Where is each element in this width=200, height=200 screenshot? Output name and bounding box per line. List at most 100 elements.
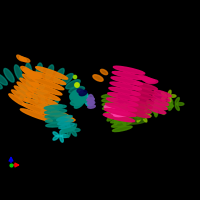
Ellipse shape [72,91,79,97]
Ellipse shape [36,63,42,79]
Ellipse shape [152,102,157,108]
Ellipse shape [78,98,86,102]
Ellipse shape [125,107,133,113]
Ellipse shape [114,112,130,117]
Ellipse shape [125,115,133,121]
Ellipse shape [123,108,132,112]
Ellipse shape [53,104,63,108]
Ellipse shape [104,106,120,110]
Ellipse shape [41,106,48,113]
Ellipse shape [37,93,45,99]
Ellipse shape [100,69,108,75]
Ellipse shape [121,103,126,112]
Ellipse shape [155,104,162,108]
Ellipse shape [74,90,81,97]
Ellipse shape [87,98,94,101]
Ellipse shape [164,103,171,105]
Ellipse shape [153,94,170,101]
Ellipse shape [77,93,87,101]
Ellipse shape [23,74,39,86]
Ellipse shape [133,115,140,117]
Ellipse shape [166,104,173,108]
Ellipse shape [14,65,22,80]
Ellipse shape [12,90,28,102]
Ellipse shape [37,85,45,91]
Ellipse shape [61,126,68,131]
Ellipse shape [149,107,166,114]
Ellipse shape [82,93,89,99]
Ellipse shape [19,56,27,62]
Ellipse shape [28,88,60,100]
Ellipse shape [159,102,165,108]
Ellipse shape [175,98,179,104]
Ellipse shape [175,104,179,110]
Ellipse shape [71,124,77,130]
Ellipse shape [112,122,131,127]
Ellipse shape [121,116,126,125]
Ellipse shape [86,100,92,106]
Ellipse shape [38,90,48,94]
Ellipse shape [78,98,89,102]
Ellipse shape [128,116,145,120]
Ellipse shape [74,101,84,108]
Ellipse shape [139,110,145,117]
Ellipse shape [60,135,63,142]
Ellipse shape [20,78,36,90]
Ellipse shape [23,69,34,75]
Ellipse shape [168,90,171,96]
Ellipse shape [152,108,157,114]
Ellipse shape [26,93,31,103]
Ellipse shape [84,96,89,103]
Ellipse shape [61,74,73,85]
Ellipse shape [26,93,58,105]
Ellipse shape [93,75,103,81]
Ellipse shape [147,108,150,116]
Ellipse shape [150,103,167,110]
Ellipse shape [110,113,129,119]
Ellipse shape [70,96,79,104]
Ellipse shape [108,113,122,118]
Ellipse shape [109,109,128,114]
Ellipse shape [70,93,86,99]
Ellipse shape [140,108,149,112]
Ellipse shape [107,110,121,114]
Ellipse shape [41,99,48,106]
Ellipse shape [144,115,151,117]
Ellipse shape [104,112,114,116]
Ellipse shape [67,130,70,137]
Ellipse shape [143,116,147,122]
Ellipse shape [4,68,14,82]
Ellipse shape [66,80,80,89]
Ellipse shape [53,113,71,119]
Ellipse shape [32,77,64,90]
Ellipse shape [106,103,137,111]
Ellipse shape [165,101,171,107]
Ellipse shape [14,86,31,98]
Ellipse shape [79,90,87,96]
Ellipse shape [76,90,82,101]
Ellipse shape [107,107,115,113]
Ellipse shape [138,75,150,81]
Ellipse shape [48,97,52,106]
Ellipse shape [161,96,166,100]
Ellipse shape [137,116,141,122]
Ellipse shape [127,110,150,118]
Ellipse shape [76,91,82,98]
Ellipse shape [127,108,144,112]
Ellipse shape [127,103,133,110]
Ellipse shape [82,94,88,100]
Ellipse shape [55,116,73,120]
Ellipse shape [154,109,158,117]
Ellipse shape [169,98,173,104]
Ellipse shape [157,101,163,107]
Ellipse shape [45,109,67,114]
Ellipse shape [132,92,155,99]
Ellipse shape [19,85,27,91]
Ellipse shape [20,109,52,121]
Ellipse shape [114,103,119,112]
Ellipse shape [9,94,25,106]
Ellipse shape [26,81,31,91]
Ellipse shape [133,87,156,94]
Ellipse shape [19,93,27,99]
Ellipse shape [52,99,59,106]
